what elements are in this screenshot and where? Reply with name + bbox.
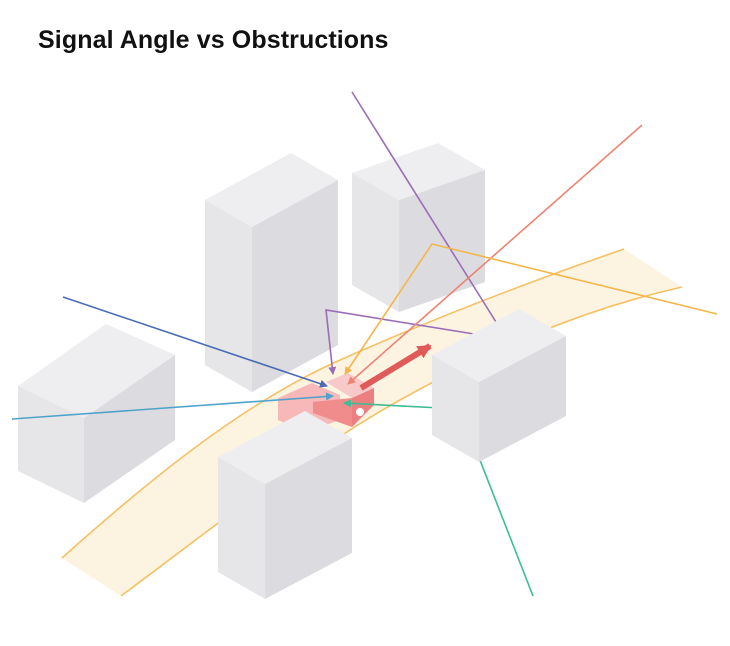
road-edge-left [61, 248, 625, 559]
vehicle-body-right [352, 388, 374, 427]
signal-purple-reflected [325, 309, 475, 375]
signal-orange-reflected [344, 243, 718, 375]
signal-red [347, 124, 643, 385]
road-edge-right [120, 286, 683, 597]
building-back-left [205, 153, 338, 392]
vehicle-wheel [356, 408, 364, 416]
signal-blue-light [11, 392, 334, 420]
building-right [432, 309, 566, 462]
heading-arrow [359, 343, 432, 391]
signal-blue-dark [62, 296, 328, 388]
building-front [218, 411, 352, 599]
building-back-right [352, 143, 485, 312]
vehicle-roof [326, 373, 374, 398]
chart-title: Signal Angle vs Obstructions [38, 26, 389, 54]
vehicle-body-left [313, 398, 352, 427]
signal-rays [11, 91, 718, 597]
signal-purple-direct [351, 91, 497, 323]
